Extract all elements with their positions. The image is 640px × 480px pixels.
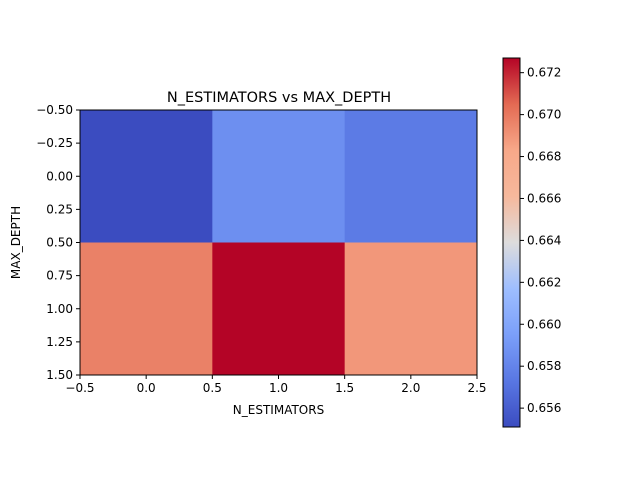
heatmap-cell-1-0 (80, 242, 213, 376)
y-tick-label: 0.00 (46, 169, 73, 183)
heatmap-cell-0-2 (344, 110, 478, 243)
x-tick-label: −0.5 (65, 381, 94, 395)
colorbar-tick-label: 0.670 (527, 108, 561, 122)
x-axis-label: N_ESTIMATORS (233, 403, 324, 417)
colorbar-tick-label: 0.666 (527, 191, 561, 205)
y-axis: −0.50 −0.25 0.00 0.25 0.50 0.75 1.00 1.25 1.50 (36, 103, 80, 382)
y-axis-label: MAX_DEPTH (9, 206, 23, 279)
chart-title: N_ESTIMATORS vs MAX_DEPTH (167, 90, 391, 106)
colorbar (502, 57, 521, 428)
x-tick-label: 1.0 (269, 381, 288, 395)
heatmap-cells (80, 110, 478, 376)
y-tick-label: 0.50 (46, 236, 73, 250)
y-tick-label: 0.75 (46, 269, 73, 283)
colorbar-tick-label: 0.662 (527, 275, 561, 289)
colorbar-tick-label: 0.664 (527, 233, 561, 247)
heatmap-cell-1-2 (344, 242, 478, 376)
colorbar-axis: 0.656 0.658 0.660 0.662 0.664 0.666 0.668 0.670… (520, 66, 561, 415)
colorbar-tick-label: 0.656 (527, 401, 561, 415)
y-tick-label: 0.25 (46, 202, 73, 216)
x-axis: −0.5 0.0 0.5 1.0 1.5 2.0 2.5 (65, 375, 487, 395)
x-tick-label: 0.5 (203, 381, 222, 395)
colorbar-tick-label: 0.672 (527, 66, 561, 80)
x-tick-label: 0.0 (137, 381, 156, 395)
colorbar-tick-label: 0.668 (527, 150, 561, 164)
x-tick-label: 1.5 (335, 381, 354, 395)
y-tick-label: 1.00 (46, 302, 73, 316)
heatmap-cell-1-1 (212, 242, 346, 376)
heatmap-cell-0-1 (212, 110, 346, 243)
colorbar-tick-label: 0.660 (527, 317, 561, 331)
y-tick-label: −0.50 (36, 103, 73, 117)
colorbar-tick-label: 0.658 (527, 359, 561, 373)
y-tick-label: −0.25 (36, 136, 73, 150)
y-tick-label: 1.25 (46, 335, 73, 349)
y-tick-label: 1.50 (46, 368, 73, 382)
heatmap-cell-0-0 (80, 110, 213, 243)
x-tick-label: 2.0 (401, 381, 420, 395)
x-tick-label: 2.5 (467, 381, 486, 395)
